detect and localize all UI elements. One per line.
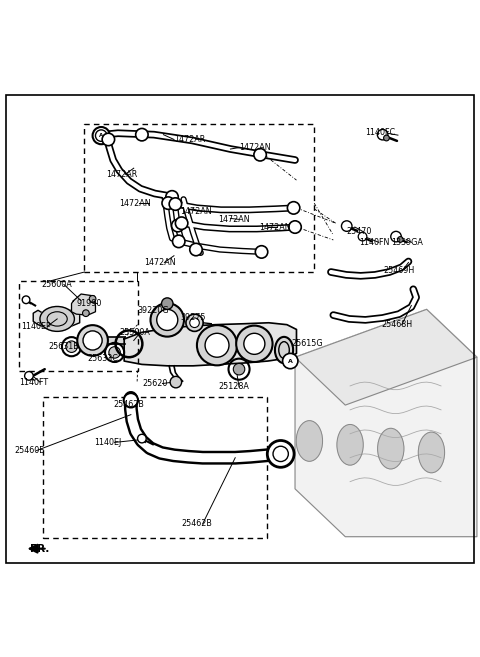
Text: 25633C: 25633C: [88, 353, 119, 363]
Ellipse shape: [337, 424, 363, 465]
Text: 1472AN: 1472AN: [144, 258, 176, 267]
Circle shape: [397, 237, 403, 242]
Ellipse shape: [40, 306, 74, 331]
Circle shape: [22, 296, 30, 304]
Text: 1140FC: 1140FC: [365, 127, 396, 137]
Ellipse shape: [296, 420, 323, 461]
Circle shape: [341, 221, 352, 231]
Circle shape: [377, 129, 388, 140]
Circle shape: [267, 440, 294, 467]
Text: 1339GA: 1339GA: [391, 238, 422, 247]
Polygon shape: [124, 323, 297, 366]
Text: 25631B: 25631B: [48, 342, 79, 351]
Circle shape: [89, 296, 96, 302]
Text: 25600A: 25600A: [41, 280, 72, 289]
Text: 25469H: 25469H: [384, 265, 415, 275]
Circle shape: [289, 221, 301, 233]
Circle shape: [136, 128, 148, 141]
Text: 1472AN: 1472AN: [120, 198, 151, 208]
Text: 1472AN: 1472AN: [259, 223, 291, 231]
Text: 39275: 39275: [180, 313, 205, 323]
Text: 1472AN: 1472AN: [218, 215, 250, 224]
Circle shape: [186, 314, 203, 331]
Circle shape: [190, 243, 202, 256]
Circle shape: [384, 135, 389, 141]
Text: 91990: 91990: [76, 299, 102, 308]
Circle shape: [391, 231, 401, 242]
Circle shape: [138, 434, 146, 443]
Circle shape: [169, 198, 181, 210]
Circle shape: [244, 333, 265, 354]
Polygon shape: [295, 309, 477, 405]
Text: 1140FN: 1140FN: [359, 238, 389, 247]
Circle shape: [197, 325, 237, 365]
Circle shape: [162, 197, 174, 210]
Circle shape: [255, 246, 268, 258]
Circle shape: [190, 318, 199, 328]
Text: 1472AN: 1472AN: [239, 143, 271, 152]
Polygon shape: [295, 309, 477, 537]
Circle shape: [83, 310, 89, 317]
Circle shape: [124, 393, 138, 407]
Text: 25615G: 25615G: [292, 339, 324, 348]
Polygon shape: [72, 294, 96, 315]
Text: 1472AN: 1472AN: [180, 207, 212, 215]
Text: 1140EJ: 1140EJ: [94, 438, 121, 447]
Circle shape: [96, 130, 107, 141]
Circle shape: [172, 235, 185, 248]
Circle shape: [175, 217, 188, 229]
Text: 25468H: 25468H: [381, 320, 412, 329]
Ellipse shape: [418, 432, 444, 473]
Circle shape: [24, 372, 33, 380]
Text: 25462B: 25462B: [181, 519, 213, 528]
Text: A: A: [99, 133, 103, 138]
Circle shape: [102, 133, 115, 146]
Text: 39220G: 39220G: [137, 306, 169, 315]
Text: 25620: 25620: [142, 379, 167, 388]
Circle shape: [77, 325, 108, 356]
Text: 25460E: 25460E: [14, 446, 44, 455]
Ellipse shape: [378, 428, 404, 469]
Circle shape: [233, 363, 245, 375]
Circle shape: [151, 303, 184, 336]
Circle shape: [157, 309, 178, 330]
Circle shape: [358, 233, 367, 241]
Circle shape: [288, 202, 300, 214]
Circle shape: [205, 333, 229, 357]
Circle shape: [161, 298, 173, 309]
Circle shape: [66, 341, 77, 352]
Text: 1472AR: 1472AR: [106, 170, 137, 179]
Text: 25470: 25470: [346, 227, 372, 237]
Text: 25128A: 25128A: [218, 382, 249, 392]
Polygon shape: [91, 337, 125, 344]
Circle shape: [93, 127, 110, 145]
Circle shape: [236, 326, 273, 362]
Ellipse shape: [275, 337, 293, 363]
Circle shape: [254, 148, 266, 161]
Circle shape: [109, 347, 120, 358]
Circle shape: [171, 219, 184, 232]
Circle shape: [283, 353, 298, 369]
Text: 25500A: 25500A: [120, 328, 150, 337]
Circle shape: [170, 376, 181, 388]
Text: 1140FT: 1140FT: [19, 378, 48, 386]
Circle shape: [83, 331, 102, 350]
Text: A: A: [288, 359, 293, 363]
Polygon shape: [33, 310, 80, 328]
Text: 1472AR: 1472AR: [174, 135, 205, 144]
Text: 1140EP: 1140EP: [21, 322, 50, 330]
Text: 25462B: 25462B: [113, 399, 144, 409]
Text: FR.: FR.: [30, 543, 50, 554]
Circle shape: [166, 191, 178, 203]
